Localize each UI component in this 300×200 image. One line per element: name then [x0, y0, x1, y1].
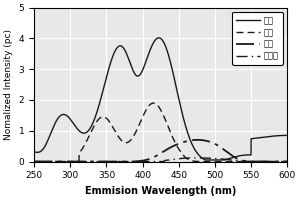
页岩: [45, 141, 49, 143]
芳经: [285, 160, 289, 163]
非经: [32, 160, 36, 163]
沥青质: [232, 159, 235, 162]
非经: [195, 139, 199, 141]
沥青质: [285, 160, 289, 163]
页岩: [149, 48, 152, 50]
非经: [155, 154, 159, 157]
非经: [149, 157, 152, 160]
非经: [278, 160, 282, 163]
沥青质: [278, 160, 282, 163]
芳经: [45, 160, 49, 163]
芳经: [278, 160, 282, 163]
Legend: 页岩, 芳经, 非经, 沥青质: 页岩, 芳经, 非经, 沥青质: [232, 12, 283, 65]
沥青质: [191, 157, 195, 159]
非经: [285, 160, 289, 163]
Line: 芳经: 芳经: [34, 103, 287, 162]
页岩: [157, 37, 161, 39]
页岩: [278, 134, 282, 137]
芳经: [32, 160, 36, 163]
沥青质: [149, 160, 152, 163]
沥青质: [45, 160, 49, 163]
沥青质: [32, 160, 36, 163]
芳经: [278, 160, 282, 163]
芳经: [155, 104, 159, 106]
非经: [232, 155, 235, 158]
Y-axis label: Nomalized Intensity (pc): Nomalized Intensity (pc): [4, 29, 13, 140]
芳经: [149, 103, 152, 105]
非经: [278, 160, 282, 163]
沥青质: [155, 160, 159, 163]
页岩: [232, 156, 236, 158]
非经: [45, 160, 49, 163]
页岩: [32, 151, 36, 153]
Line: 非经: 非经: [34, 140, 287, 162]
页岩: [285, 134, 289, 137]
页岩: [155, 37, 159, 39]
X-axis label: Emmision Wavelength (nm): Emmision Wavelength (nm): [85, 186, 236, 196]
沥青质: [278, 160, 282, 163]
Line: 沥青质: 沥青质: [34, 158, 287, 162]
页岩: [204, 159, 208, 161]
芳经: [232, 160, 235, 163]
芳经: [152, 102, 155, 104]
Line: 页岩: 页岩: [34, 38, 287, 160]
页岩: [278, 134, 282, 137]
